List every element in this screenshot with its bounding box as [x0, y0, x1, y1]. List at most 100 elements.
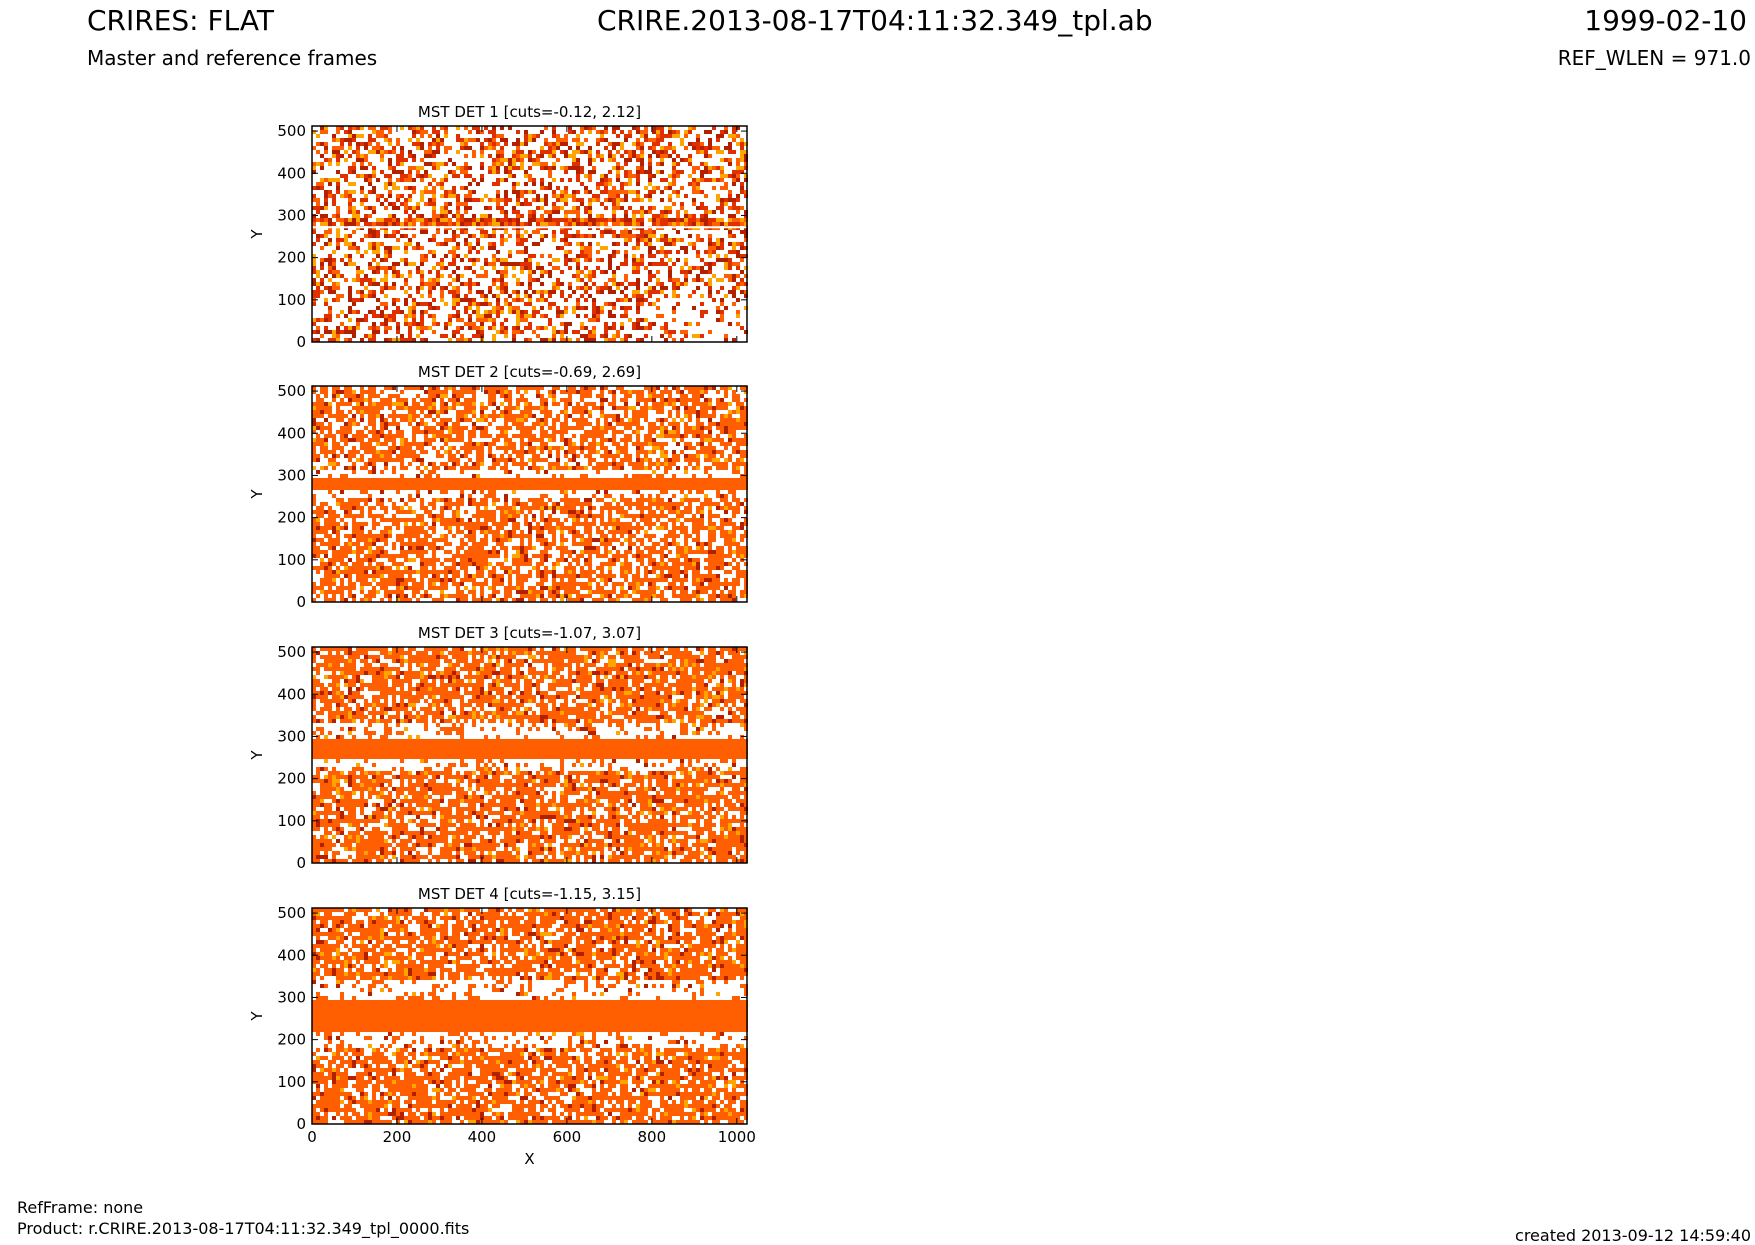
heatmap-cell [484, 494, 488, 498]
heatmap-cell [392, 578, 396, 582]
heatmap-cell [664, 178, 668, 182]
heatmap-cell [336, 214, 340, 218]
heatmap-cell [312, 278, 316, 282]
heatmap-cell [532, 426, 536, 430]
heatmap-cell [604, 230, 608, 234]
heatmap-cell [500, 566, 504, 570]
heatmap-cell [544, 494, 548, 498]
heatmap-cell [484, 550, 488, 554]
heatmap-cell [412, 410, 416, 414]
heatmap-cell [624, 262, 628, 266]
heatmap-cell [740, 278, 744, 282]
heatmap-cell [328, 258, 332, 262]
heatmap-cell [708, 178, 712, 182]
heatmap-cell [464, 186, 468, 190]
heatmap-cell [456, 418, 460, 422]
heatmap-cell [464, 242, 468, 246]
heatmap-cell [532, 406, 536, 410]
heatmap-cell [336, 154, 340, 158]
heatmap-cell [740, 254, 744, 258]
heatmap-cell [468, 438, 472, 442]
heatmap-cell [372, 206, 376, 210]
heatmap-cell [348, 246, 352, 250]
heatmap-cell [480, 462, 484, 466]
heatmap-cell [312, 522, 316, 526]
heatmap-cell [652, 286, 656, 290]
heatmap-cell [692, 182, 696, 186]
heatmap-cell [520, 562, 524, 566]
y-tick-label: 100 [277, 291, 306, 309]
heatmap-cell [372, 290, 376, 294]
heatmap-cell [524, 134, 528, 138]
heatmap-cell [436, 450, 440, 454]
heatmap-cell [320, 538, 324, 542]
heatmap-cell [364, 318, 368, 322]
heatmap-cell [464, 338, 468, 342]
heatmap-cell [616, 266, 620, 270]
heatmap-cell [516, 202, 520, 206]
heatmap-cell [496, 190, 500, 194]
heatmap-cell [312, 502, 316, 506]
heatmap-cell [584, 326, 588, 330]
heatmap-cell [440, 578, 444, 582]
heatmap-cell [468, 482, 472, 486]
heatmap-cell [364, 406, 368, 410]
heatmap-cell [404, 262, 408, 266]
heatmap-cell [612, 334, 616, 338]
heatmap-cell [504, 330, 508, 334]
heatmap-cell [408, 274, 412, 278]
heatmap-cell [332, 138, 336, 142]
heatmap-cell [688, 174, 692, 178]
heatmap-cell [660, 126, 664, 130]
heatmap-cell [352, 462, 356, 466]
heatmap-cell [540, 482, 544, 486]
heatmap-cell [472, 526, 476, 530]
heatmap-cell [564, 262, 568, 266]
heatmap-cell [692, 178, 696, 182]
heatmap-cell [376, 254, 380, 258]
heatmap-cell [712, 126, 716, 130]
heatmap-cell [312, 554, 316, 558]
heatmap-cell [364, 234, 368, 238]
heatmap-cell [384, 314, 388, 318]
heatmap-cell [456, 498, 460, 502]
heatmap-cell [424, 310, 428, 314]
heatmap-cell [332, 150, 336, 154]
heatmap-cell [420, 570, 424, 574]
heatmap-cell [340, 450, 344, 454]
heatmap-cell [340, 438, 344, 442]
heatmap-cell [376, 218, 380, 222]
heatmap-cell [548, 462, 552, 466]
heatmap-cell [404, 534, 408, 538]
heatmap-cell [512, 338, 516, 342]
heatmap-cell [320, 586, 324, 590]
heatmap-cell [324, 434, 328, 438]
heatmap-cell [472, 474, 476, 478]
heatmap-cell [432, 390, 436, 394]
heatmap-cell [532, 598, 536, 602]
heatmap-cell [372, 294, 376, 298]
heatmap-cell [604, 206, 608, 210]
heatmap-cell [612, 278, 616, 282]
heatmap-cell [584, 126, 588, 130]
heatmap-cell [700, 314, 704, 318]
heatmap-cell [320, 130, 324, 134]
heatmap-cell [544, 430, 548, 434]
y-axis-label: Y [248, 229, 266, 240]
heatmap-cell [376, 570, 380, 574]
heatmap-cell [328, 406, 332, 410]
heatmap-cell [440, 486, 444, 490]
heatmap-cell [648, 138, 652, 142]
heatmap-cell [740, 206, 744, 210]
heatmap-cell [396, 162, 400, 166]
heatmap-cell [412, 302, 416, 306]
heatmap-cell [324, 230, 328, 234]
heatmap-cell [420, 282, 424, 286]
heatmap-cell [432, 518, 436, 522]
heatmap-cell [436, 270, 440, 274]
heatmap-cell [384, 270, 388, 274]
heatmap-cell [696, 178, 700, 182]
heatmap-cell [356, 482, 360, 486]
heatmap-cell [420, 330, 424, 334]
heatmap-cell [444, 326, 448, 330]
